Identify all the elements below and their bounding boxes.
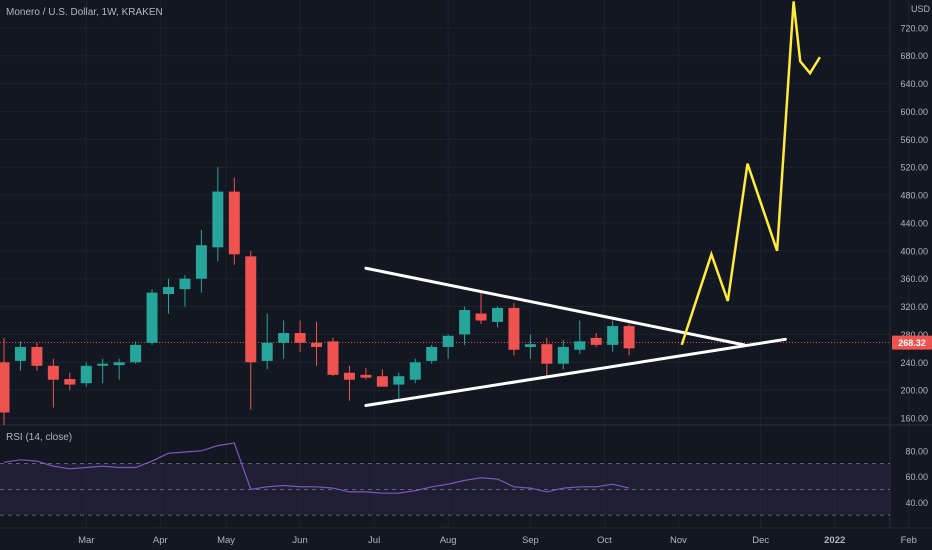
time-tick-label: Apr	[153, 535, 168, 546]
rsi-line	[3, 442, 630, 494]
candle-up	[97, 363, 109, 366]
price-tick-label: 480.00	[900, 191, 928, 201]
price-tick-label: 720.00	[900, 23, 928, 33]
candle-up	[459, 310, 471, 335]
candle-up	[179, 278, 191, 290]
candle-down	[360, 374, 372, 378]
current-price-tag	[892, 335, 932, 350]
time-tick-label: Aug	[440, 535, 457, 546]
candle-up	[524, 344, 536, 347]
price-tick-label: 520.00	[900, 163, 928, 173]
candle-up	[80, 365, 92, 384]
price-tick-label: 360.00	[900, 274, 928, 284]
candle-down	[475, 313, 487, 321]
candle-down	[590, 337, 602, 345]
candle-up	[393, 376, 405, 385]
candle-up	[163, 287, 174, 295]
candle-up	[442, 335, 454, 347]
candle-down	[47, 365, 59, 380]
time-tick-label: Feb	[901, 535, 917, 546]
candle-up	[426, 346, 438, 361]
candle-down	[294, 333, 306, 343]
time-tick-label: 2022	[824, 535, 845, 546]
triangle-trendline	[364, 266, 746, 347]
time-tick-label: Jul	[368, 535, 380, 546]
candle-up	[195, 245, 207, 279]
price-tick-label: 240.00	[900, 358, 928, 368]
price-tick-label: 160.00	[900, 414, 928, 424]
candle-up	[261, 342, 273, 361]
price-tick-label: 280.00	[900, 330, 928, 340]
candle-up	[492, 307, 503, 322]
candle-down	[64, 379, 76, 385]
candle-down	[31, 346, 43, 366]
price-tick-label: 560.00	[900, 135, 928, 145]
candle-up	[14, 346, 26, 361]
time-tick-label: Oct	[597, 535, 612, 546]
time-tick-label: Sep	[522, 535, 539, 546]
candle-down	[376, 376, 388, 387]
triangle-trendline	[364, 337, 787, 407]
symbol-title: Monero / U.S. Dollar, 1W, KRAKEN	[6, 7, 163, 18]
price-tick-label: 640.00	[900, 79, 928, 89]
candle-up	[130, 344, 142, 363]
price-tick-label: 320.00	[900, 302, 928, 312]
candle-up	[212, 191, 224, 248]
price-tick-label: 440.00	[900, 218, 928, 228]
current-price-label: 268.32	[898, 338, 926, 348]
rsi-tick-label: 60.00	[905, 472, 928, 482]
candle-down	[508, 307, 520, 350]
candle-down	[623, 326, 635, 349]
time-tick-label: Dec	[752, 535, 769, 546]
candle-down	[245, 256, 257, 363]
rsi-band	[0, 463, 890, 516]
candle-down	[0, 362, 10, 413]
candle-up	[557, 346, 569, 364]
price-tick-label: 200.00	[900, 386, 928, 396]
price-tick-label: 600.00	[900, 107, 928, 117]
price-tick-label: 400.00	[900, 246, 928, 256]
time-tick-label: Jun	[292, 535, 307, 546]
currency-label: USD	[910, 4, 930, 14]
rsi-title: RSI (14, close)	[6, 432, 73, 443]
projection-path	[680, 1, 821, 346]
candle-up	[607, 326, 619, 345]
candle-down	[311, 342, 323, 347]
time-tick-label: Nov	[670, 535, 687, 546]
candle-up	[574, 341, 586, 350]
candle-down	[541, 344, 553, 364]
rsi-tick-label: 80.00	[905, 446, 928, 456]
price-tick-label: 680.00	[900, 51, 928, 61]
candle-up	[113, 362, 125, 366]
time-tick-label: May	[217, 535, 235, 546]
candle-up	[278, 333, 290, 343]
candle-up	[146, 292, 158, 343]
candle-down	[343, 372, 355, 380]
rsi-tick-label: 40.00	[905, 498, 928, 508]
candle-up	[409, 362, 421, 380]
candle-down	[327, 341, 339, 375]
time-tick-label: Mar	[78, 535, 94, 546]
candle-down	[228, 191, 240, 255]
